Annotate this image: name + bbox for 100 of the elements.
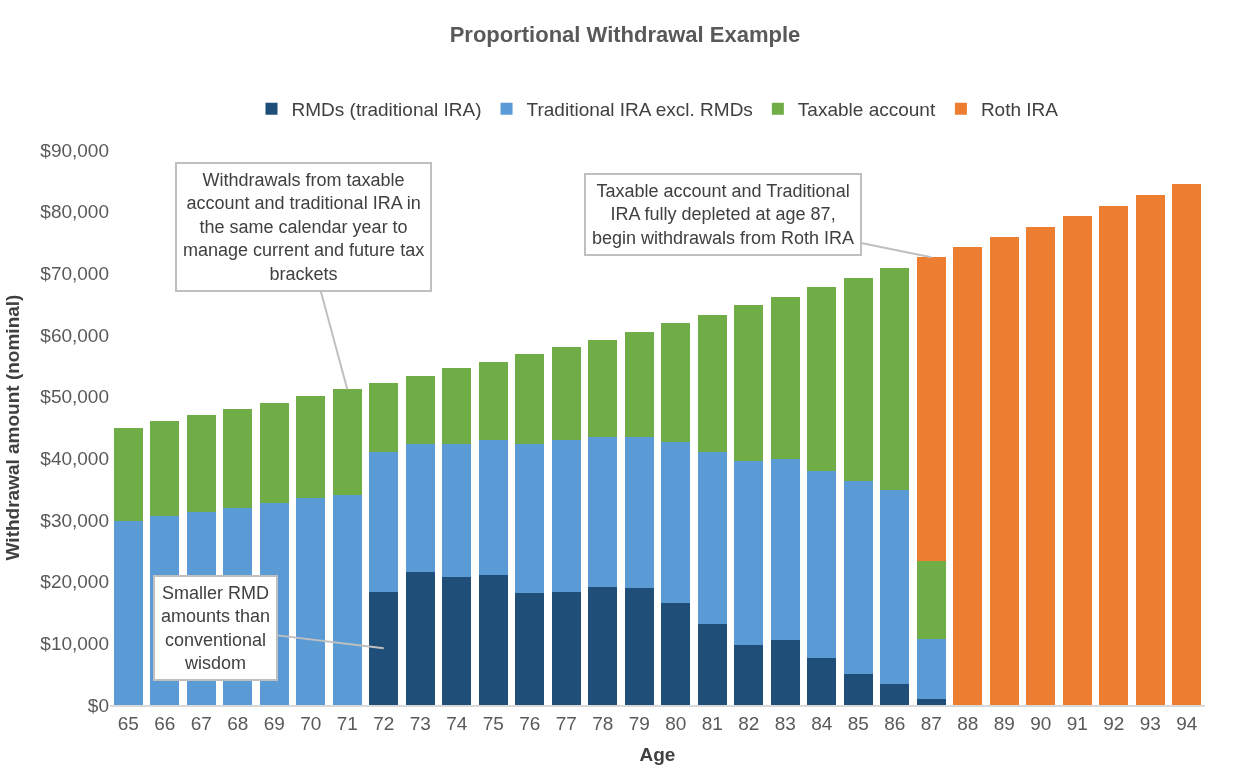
- bar: [588, 587, 618, 705]
- bar: [770, 639, 800, 705]
- bar: [661, 603, 691, 705]
- bar: [697, 314, 727, 453]
- x-tick-label: 78: [592, 712, 614, 734]
- bar: [661, 442, 691, 604]
- bar: [588, 436, 618, 588]
- bar: [442, 443, 472, 577]
- x-tick-label: 83: [774, 712, 796, 734]
- bar: [697, 624, 727, 705]
- y-tick-label: $90,000: [40, 139, 109, 161]
- bar: [880, 267, 910, 490]
- y-tick-label: $30,000: [40, 509, 109, 531]
- x-tick-label: 69: [263, 712, 285, 734]
- bar: [1026, 227, 1056, 705]
- bar: [150, 421, 180, 517]
- x-tick-label: 68: [227, 712, 249, 734]
- x-tick-label: 76: [519, 712, 541, 734]
- bar: [515, 354, 545, 444]
- bar: [442, 576, 472, 705]
- x-tick-label: 93: [1139, 712, 1161, 734]
- x-tick-label: 65: [117, 712, 139, 734]
- bar: [1062, 215, 1092, 705]
- bar: [405, 443, 435, 572]
- x-tick-label: 94: [1176, 712, 1198, 734]
- annotation: Withdrawals from taxable account and traditional IRA in the same calendar year to manage current and future tax brackets: [183, 170, 425, 284]
- x-tick-label: 66: [154, 712, 176, 734]
- bar: [989, 236, 1019, 705]
- bar: [843, 674, 873, 705]
- bar: [369, 383, 399, 453]
- annotation: Taxable account and Traditional IRA fully depleted at age 87, begin withdrawals from Roth IRA: [592, 181, 855, 248]
- x-tick-label: 67: [190, 712, 212, 734]
- bar: [113, 428, 143, 521]
- bar: [770, 458, 800, 640]
- bar: [807, 470, 837, 658]
- bar: [442, 368, 472, 444]
- x-tick-label: 74: [446, 712, 468, 734]
- bar: [843, 481, 873, 675]
- bar: [259, 402, 289, 504]
- bar: [515, 593, 545, 705]
- bar: [880, 684, 910, 705]
- bar: [953, 246, 983, 705]
- bar: [624, 587, 654, 705]
- bar: [734, 305, 764, 462]
- bar: [332, 495, 362, 705]
- x-tick-label: 92: [1103, 712, 1125, 734]
- bar: [296, 498, 326, 705]
- bar: [113, 520, 143, 705]
- bar: [478, 362, 508, 441]
- x-tick-label: 85: [847, 712, 869, 734]
- bar: [515, 443, 545, 594]
- bar: [369, 452, 399, 592]
- bar: [697, 452, 727, 625]
- x-tick-label: 84: [811, 712, 833, 734]
- bar: [661, 323, 691, 443]
- legend-label: Taxable account: [797, 99, 936, 121]
- bar: [624, 436, 654, 588]
- bar: [916, 699, 946, 705]
- bar: [405, 571, 435, 705]
- bar: [807, 657, 837, 705]
- bar: [369, 591, 399, 705]
- bar: [807, 286, 837, 471]
- bar: [186, 414, 216, 512]
- x-tick-label: 87: [920, 712, 942, 734]
- x-tick-label: 86: [884, 712, 906, 734]
- bar: [1135, 195, 1165, 705]
- bar: [843, 278, 873, 482]
- bar: [223, 409, 253, 508]
- bar: [296, 396, 326, 499]
- y-tick-label: $80,000: [40, 201, 109, 223]
- y-tick-label: $10,000: [40, 632, 109, 654]
- bar: [916, 639, 946, 700]
- bar: [916, 257, 946, 561]
- legend-label: RMDs (traditional IRA): [291, 99, 482, 121]
- bar: [332, 389, 362, 496]
- bar: [405, 376, 435, 444]
- chart-title: Proportional Withdrawal Example: [449, 22, 801, 48]
- bar: [734, 461, 764, 645]
- bar: [1172, 183, 1202, 705]
- x-tick-label: 89: [993, 712, 1015, 734]
- bar: [734, 644, 764, 705]
- bar: [478, 440, 508, 575]
- bar: [551, 347, 581, 441]
- x-tick-label: 73: [409, 712, 431, 734]
- bar: [880, 489, 910, 685]
- x-tick-label: 80: [665, 712, 687, 734]
- y-axis-title: Withdrawal amount (nominal): [2, 294, 24, 561]
- annotation: Smaller RMD amounts than conventional wisdom: [161, 583, 271, 674]
- y-tick-label: $40,000: [40, 447, 109, 469]
- y-tick-label: $20,000: [40, 571, 109, 593]
- x-tick-label: 88: [957, 712, 979, 734]
- x-tick-label: 82: [738, 712, 760, 734]
- y-tick-label: $60,000: [40, 324, 109, 346]
- bar: [478, 574, 508, 705]
- x-tick-label: 72: [373, 712, 395, 734]
- x-tick-label: 91: [1066, 712, 1088, 734]
- x-tick-label: 75: [482, 712, 504, 734]
- bar: [551, 592, 581, 705]
- bar: [1099, 206, 1129, 705]
- x-tick-label: 79: [628, 712, 650, 734]
